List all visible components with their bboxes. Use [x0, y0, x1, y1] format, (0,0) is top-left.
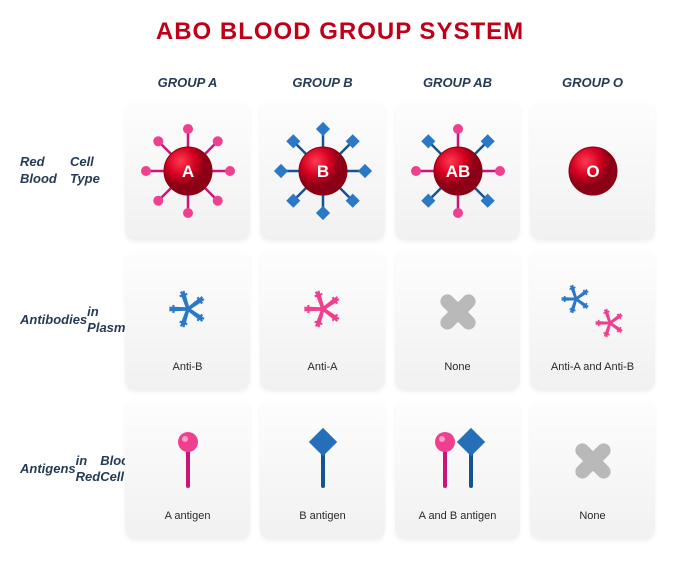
svg-text:A: A	[181, 162, 193, 181]
cell-o: O	[530, 101, 655, 240]
caption: A and B antigen	[419, 510, 497, 522]
col-header-ab: GROUP AB	[390, 64, 525, 96]
cell-ab: AB	[395, 101, 520, 240]
antibody-o: Anti-A and Anti-B	[530, 250, 655, 389]
row-header-cell: Red BloodCell Type	[20, 96, 120, 245]
svg-text:O: O	[586, 162, 599, 181]
grid-corner	[20, 64, 120, 96]
svg-text:B: B	[316, 162, 328, 181]
caption: Anti-A and Anti-B	[551, 361, 634, 373]
antigen-a: A antigen	[125, 400, 250, 539]
antibody-ab: None	[395, 250, 520, 389]
cell-a: A	[125, 101, 250, 240]
page-title: ABO BLOOD GROUP SYSTEM	[20, 18, 660, 46]
caption: None	[579, 510, 605, 522]
col-header-o: GROUP O	[525, 64, 660, 96]
caption: B antigen	[299, 510, 345, 522]
antibody-b: Anti-A	[260, 250, 385, 389]
antigen-o: None	[530, 400, 655, 539]
col-header-b: GROUP B	[255, 64, 390, 96]
row-header-antigen: Antigensin RedBlood Cell	[20, 395, 120, 544]
caption: A antigen	[165, 510, 211, 522]
caption: Anti-A	[308, 361, 338, 373]
antigen-ab: A and B antigen	[395, 400, 520, 539]
svg-text:AB: AB	[445, 162, 470, 181]
col-header-a: GROUP A	[120, 64, 255, 96]
row-header-antibody: Antibodiesin Plasma	[20, 245, 120, 394]
cell-b: B	[260, 101, 385, 240]
caption: None	[444, 361, 470, 373]
antigen-b: B antigen	[260, 400, 385, 539]
antibody-a: Anti-B	[125, 250, 250, 389]
caption: Anti-B	[173, 361, 203, 373]
blood-group-grid: GROUP A GROUP B GROUP AB GROUP O Red Blo…	[20, 64, 660, 544]
